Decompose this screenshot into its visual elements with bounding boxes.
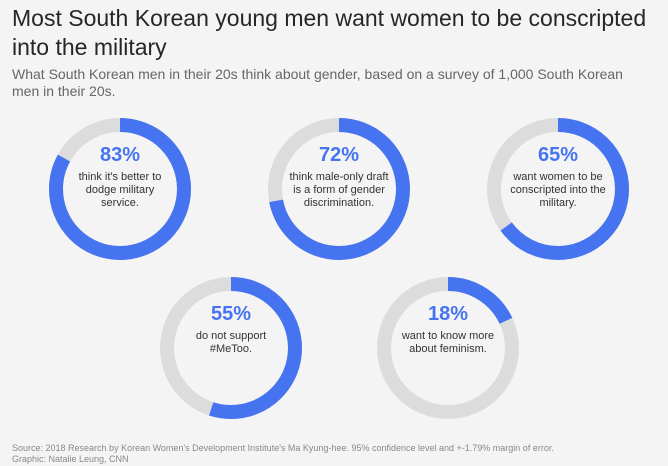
donut-arc-5 [377,277,519,419]
donut-label-3: want women to be conscripted into the mi… [510,171,606,209]
donut-percent-3: 65% [537,144,579,166]
donut-percent-1: 83% [99,144,141,166]
donut-arc-4 [160,277,302,419]
donut-arc-1 [49,118,191,260]
donut-chart-1: 83% think it's better to dodge military … [45,114,195,264]
donut-percent-2: 72% [318,144,360,166]
donut-label-1: think it's better to dodge military serv… [78,171,162,209]
donut-label-2: think male-only draft is a form of gende… [289,171,389,209]
donut-chart-2: 72% think male-only draft is a form of g… [264,114,414,264]
donut-chart-4: 55% do not support #MeToo. [156,273,306,423]
donut-chart-3: 65% want women to be conscripted into th… [483,114,633,264]
donut-label-4: do not support #MeToo. [195,330,267,355]
donut-ring-3 [487,118,629,260]
donut-chart-5: 18% want to know more about feminism. [373,273,523,423]
source-note: Source: 2018 Research by Korean Women's … [12,443,662,465]
donut-arc-2 [268,118,410,260]
donut-percent-4: 55% [210,303,252,325]
donut-ring-1 [49,118,191,260]
donut-ring-4 [160,277,302,419]
credit-line: Graphic: Natalie Leung, CNN [12,454,129,464]
donut-label-5: want to know more about feminism. [401,330,495,355]
donut-ring-5 [377,277,519,419]
donut-ring-2 [268,118,410,260]
source-line: Source: 2018 Research by Korean Women's … [12,443,554,453]
donut-percent-5: 18% [427,303,469,325]
donut-arc-3 [487,118,629,260]
chart-title: Most South Korean young men want women t… [12,5,647,60]
chart-subtitle: What South Korean men in their 20s think… [12,66,623,99]
